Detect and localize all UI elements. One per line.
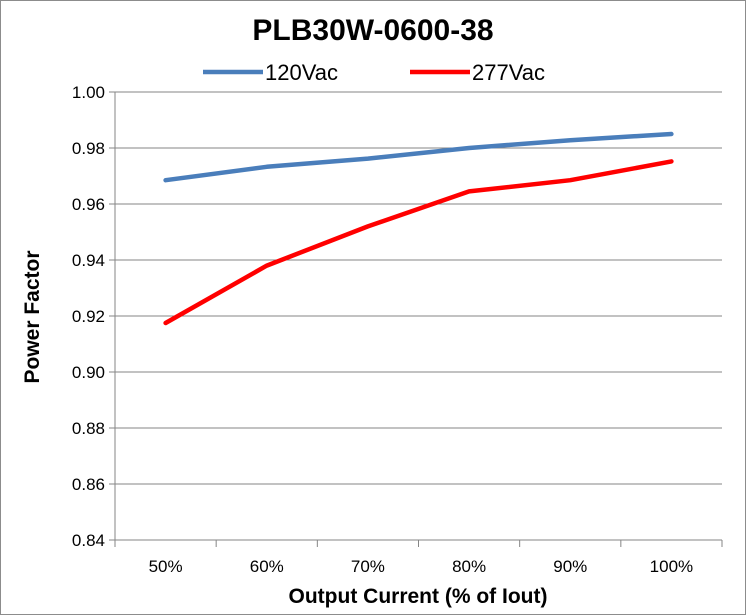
x-tick-label: 90%	[553, 557, 587, 576]
y-tick-label: 0.92	[72, 307, 105, 326]
gridlines	[109, 91, 722, 541]
x-tick-label: 70%	[351, 557, 385, 576]
legend: 120Vac 277Vac	[203, 60, 545, 85]
x-tick-labels: 50% 60% 70% 80% 90% 100%	[149, 557, 694, 576]
y-tick-label: 0.90	[72, 363, 105, 382]
x-tick-label: 80%	[452, 557, 486, 576]
x-tick-label: 60%	[250, 557, 284, 576]
legend-label: 120Vac	[265, 60, 338, 85]
series-line-277vac	[163, 159, 674, 326]
y-tick-label: 0.86	[72, 475, 105, 494]
y-tick-labels: 0.84 0.86 0.88 0.90 0.92 0.94 0.96 0.98 1.00	[72, 83, 105, 550]
series-line-120vac	[163, 131, 674, 183]
legend-label: 277Vac	[472, 60, 545, 85]
x-axis-label: Output Current (% of Iout)	[289, 585, 548, 608]
x-tick-label: 100%	[650, 557, 693, 576]
axes	[114, 92, 723, 547]
y-tick-label: 0.96	[72, 195, 105, 214]
x-tick-label: 50%	[149, 557, 183, 576]
chart-title: PLB30W-0600-38	[252, 14, 493, 47]
y-axis-label: Power Factor	[21, 250, 44, 383]
series-lines	[163, 131, 674, 326]
y-tick-label: 0.94	[72, 251, 105, 270]
y-tick-label: 1.00	[72, 83, 105, 102]
y-tick-label: 0.98	[72, 139, 105, 158]
y-tick-label: 0.84	[72, 531, 105, 550]
y-tick-label: 0.88	[72, 419, 105, 438]
